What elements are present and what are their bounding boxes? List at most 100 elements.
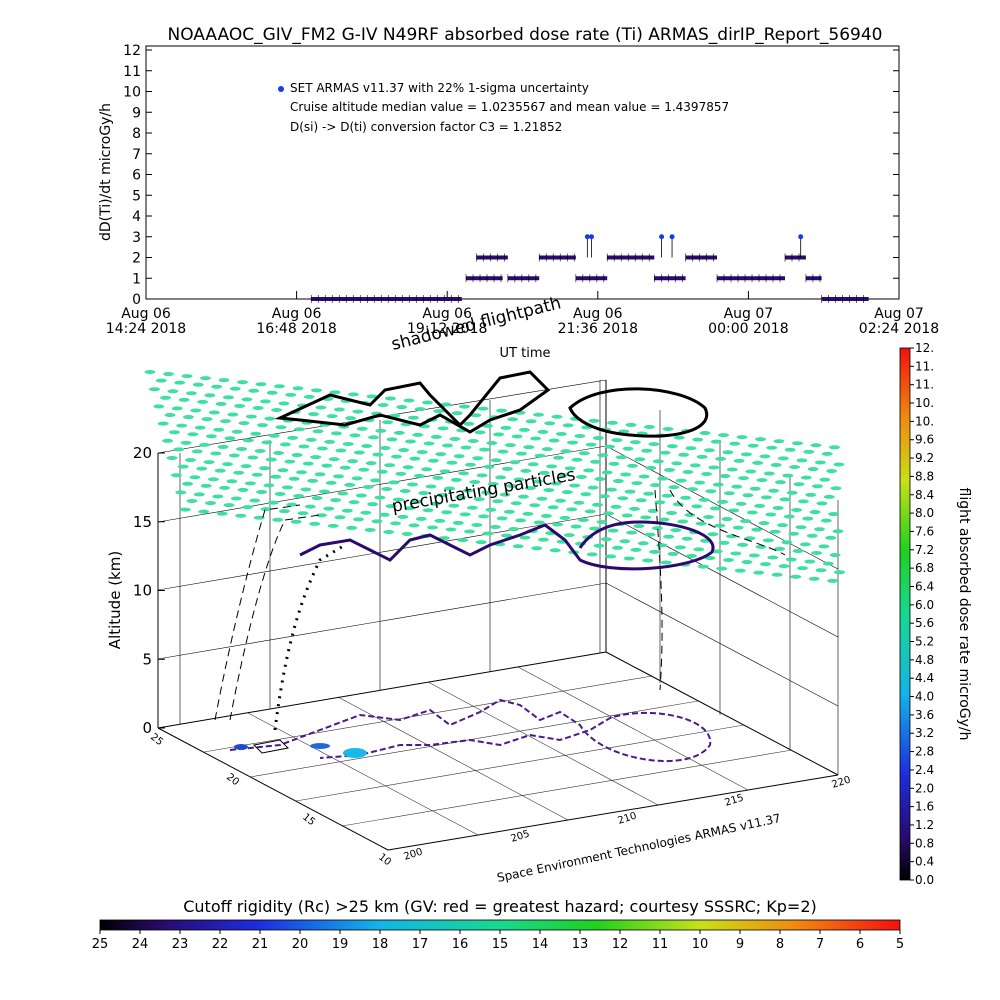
particle-marker [745,469,757,474]
particle-marker [205,501,216,506]
colorbar-tick-label: 1.2 [915,818,934,832]
particle-marker [723,558,734,563]
particle-marker [200,376,211,381]
particle-marker [273,451,285,456]
particle-marker [651,526,663,531]
colorbar-tick-label: 10. [915,396,934,410]
particle-marker [457,538,469,543]
particle-marker [681,536,693,541]
particle-marker [585,442,597,447]
particle-marker [335,448,347,453]
particle-marker [477,406,489,411]
particle-marker [250,431,262,436]
particle-marker [478,514,490,519]
particle-marker [412,432,424,437]
particle-marker [429,501,441,506]
particle-marker [652,459,664,464]
particle-marker [777,523,788,528]
particle-marker [569,483,581,488]
colorbar-tick-label: 4.0 [915,690,934,704]
particle-marker [779,497,791,502]
top-x-axis-label: UT time [500,346,551,361]
particle-marker [810,443,822,448]
particle-marker [427,525,438,530]
particle-marker [351,476,363,481]
particle-marker [714,523,726,528]
y-tick-label: 1 [132,271,141,287]
particle-marker [818,544,830,549]
colorbar-tick-label: 9.6 [915,433,934,447]
altitude-tick-label: 20 [133,444,152,462]
particle-marker [348,500,360,505]
particle-marker [633,524,645,529]
altitude-tick-label: 0 [142,719,152,737]
particle-marker [737,542,749,547]
box-floor-back-edge [157,651,607,729]
particle-marker [607,528,619,533]
particle-marker [697,564,709,569]
particle-marker [577,517,589,522]
particle-marker [341,508,353,513]
particle-marker [559,515,571,520]
particle-marker [571,457,583,462]
colorbar-tick-label: 0.8 [915,836,934,850]
colorbar-tick-label: 6.8 [915,561,934,575]
particle-marker [548,438,560,443]
particle-marker [749,486,761,491]
particle-marker [544,421,556,426]
particle-marker [248,388,260,393]
particle-marker [766,445,778,450]
particle-marker [530,436,542,441]
rigidity-tick-label: 16 [452,937,469,952]
dose-rate-peak-point [584,234,590,240]
particle-marker [257,423,268,428]
particle-marker [666,444,678,449]
particle-marker [495,475,507,480]
particle-marker [191,449,203,454]
particle-marker [741,560,753,565]
particle-marker [294,427,305,432]
particle-marker [237,487,249,492]
particle-marker [802,516,814,521]
particle-marker [399,489,411,494]
particle-marker [344,482,356,487]
particle-marker [736,435,748,440]
top-plot-frame [145,45,900,300]
particle-marker [261,440,273,445]
particle-marker [464,529,475,534]
particle-marker [274,491,286,496]
particle-marker [767,555,779,560]
particle-marker [268,433,280,438]
legend-cruise-stats: Cruise altitude median value = 1.0235567… [290,100,729,114]
particle-marker [198,509,210,514]
particle-marker [458,471,470,476]
particle-marker [789,464,801,469]
particle-marker [167,389,179,394]
particle-marker [621,513,633,518]
particle-marker [330,498,342,503]
particle-marker [756,478,768,483]
legend-conversion-factor: D(si) -> D(ti) conversion factor C3 = 1.… [290,120,562,134]
particle-marker [759,454,771,459]
particle-marker [290,519,302,524]
particle-marker [176,423,188,428]
particle-marker [503,509,515,514]
particle-marker [598,494,610,499]
legend-series-label: SET ARMAS v11.37 with 22% 1-sigma uncert… [290,81,589,95]
particle-marker [207,477,219,482]
particle-marker [307,478,319,483]
particle-marker [546,464,558,469]
particle-marker [704,555,716,560]
particle-marker [398,448,410,453]
rigidity-tick-label: 15 [492,937,509,952]
particle-marker [823,494,835,499]
particle-marker [339,465,351,470]
particle-marker [376,469,388,474]
x-tick-label-date: Aug 07 [874,306,924,322]
particle-marker [518,494,529,499]
particle-marker [751,527,763,532]
dose-rate-peak-point [659,234,665,240]
particle-marker [590,459,601,464]
particle-marker [707,532,719,537]
altitude-tick-label: 10 [133,582,152,600]
